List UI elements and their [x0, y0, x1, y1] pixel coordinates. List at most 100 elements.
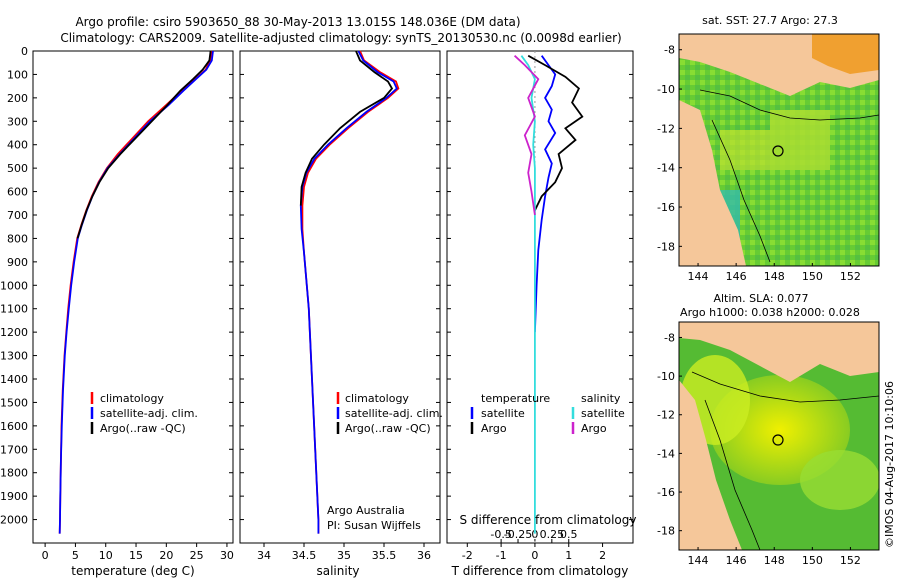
- map-x-tick-label: 144: [688, 270, 709, 283]
- map-y-tick-label: -14: [657, 162, 675, 175]
- series-argo-raw-qc-: [299, 50, 394, 206]
- map-y-tick-label: -16: [657, 486, 675, 499]
- map-y-tick-label: -12: [657, 122, 675, 135]
- map-x-tick-label: 150: [802, 270, 823, 283]
- map-top-land-australia: [679, 100, 746, 266]
- depth-tick-label: 800: [7, 232, 28, 245]
- header-line-1: Argo profile: csiro 5903650_88 30-May-20…: [75, 15, 520, 29]
- depth-tick-label: 1900: [0, 490, 28, 503]
- x-tick-label: 34: [257, 549, 271, 562]
- series-s-argo: [513, 55, 540, 216]
- legend-label: Argo(..raw -QC): [345, 422, 431, 435]
- map-top-argo-marker: [772, 145, 784, 157]
- map-bottom-contour: [704, 399, 761, 550]
- depth-tick-label: 0: [21, 45, 28, 58]
- map-top-warm-patch: [720, 130, 770, 170]
- difference-panel-frame: [446, 50, 634, 544]
- depth-tick-label: 1400: [0, 373, 28, 386]
- x-tick-label: 0: [42, 549, 49, 562]
- map-top-title: sat. SST: 27.7 Argo: 27.3: [702, 14, 838, 27]
- depth-tick-label: 1300: [0, 350, 28, 363]
- x-tick-label: 30: [220, 549, 234, 562]
- map-x-tick-label: 148: [764, 554, 785, 567]
- x-tick-label: 15: [129, 549, 143, 562]
- map-x-tick-label: 148: [764, 270, 785, 283]
- map-bottom-frame: [678, 321, 880, 551]
- x-tick-label: 35.5: [372, 549, 397, 562]
- legend-label: satellite: [481, 407, 525, 420]
- map-top-contour: [699, 89, 879, 121]
- map-bottom-contour: [691, 371, 879, 403]
- header-line-2: Climatology: CARS2009. Satellite-adjuste…: [60, 31, 621, 45]
- map-y-tick-label: -14: [657, 447, 675, 460]
- difference-xlabel: T difference from climatology: [451, 564, 629, 578]
- depth-tick-label: 600: [7, 186, 28, 199]
- map-x-tick-label: 152: [840, 554, 861, 567]
- map-x-tick-label: 146: [726, 554, 747, 567]
- depth-tick-label: 1000: [0, 279, 28, 292]
- legend-title-salinity: salinity: [581, 392, 621, 405]
- map-top-contour: [711, 119, 771, 263]
- depth-tick-label: 1600: [0, 420, 28, 433]
- depth-tick-label: 1200: [0, 326, 28, 339]
- map-x-tick-label: 150: [802, 554, 823, 567]
- map-x-tick-label: 152: [840, 270, 861, 283]
- series-t-argo: [527, 54, 584, 211]
- depth-tick-label: 400: [7, 139, 28, 152]
- depth-tick-label: 100: [7, 68, 28, 81]
- depth-tick-label: 2000: [0, 514, 28, 527]
- x-tick-label: 0: [531, 549, 538, 562]
- map-y-tick-label: -18: [657, 525, 675, 538]
- map-bottom-sla: [679, 322, 879, 550]
- temperature-panel-frame: [32, 50, 234, 544]
- series-satellite-adj-clim-: [58, 50, 214, 534]
- map-bottom-high-sla: [800, 450, 879, 510]
- x-tick-label: 36: [417, 549, 431, 562]
- temperature-xlabel: temperature (deg C): [71, 564, 194, 578]
- depth-axis: 0 100 200 300 400 500 600 700 800 900 1000 1100 1200…: [0, 45, 633, 527]
- map-y-tick-label: -8: [664, 331, 675, 344]
- salinity-xlabel: salinity: [316, 564, 359, 578]
- map-y-tick-label: -16: [657, 201, 675, 214]
- x-tick-label: 1: [565, 549, 572, 562]
- difference-x-axis: -2 -1 0 1 2: [462, 543, 606, 562]
- x2-tick-label: -0.25: [504, 528, 532, 541]
- difference-legend: temperature salinity satellite Argo sate…: [470, 392, 625, 435]
- legend-label: Argo: [481, 422, 507, 435]
- imos-credit: ©IMOS 04-Aug-2017 10:10:06: [883, 381, 896, 548]
- x-tick-label: -1: [496, 549, 507, 562]
- map-bottom-land-png: [679, 322, 879, 382]
- map-top-frame: [678, 33, 880, 267]
- depth-tick-label: 300: [7, 115, 28, 128]
- series-climatology: [301, 50, 400, 534]
- legend-label: satellite-adj. clim.: [100, 407, 198, 420]
- map-y-tick-label: -12: [657, 409, 675, 422]
- map-y-tick-label: -10: [657, 83, 675, 96]
- legend-title-temperature: temperature: [481, 392, 550, 405]
- x2-tick-label: 0: [531, 528, 538, 541]
- x-tick-label: 25: [190, 549, 204, 562]
- x-tick-label: 2: [599, 549, 606, 562]
- series-satellite-adj-clim-: [299, 50, 398, 534]
- map-top-axes: 144 146 148 150 152 -8 -10 -12 -14 -16 -18: [657, 44, 861, 283]
- credit-argo-australia: Argo Australia: [327, 504, 405, 517]
- series-climatology: [58, 50, 213, 534]
- x2-tick-label: -0.5: [490, 528, 511, 541]
- map-bottom-title-2: Argo h1000: 0.038 h2000: 0.028: [680, 306, 860, 319]
- salinity-series: [299, 50, 400, 534]
- depth-tick-label: 900: [7, 256, 28, 269]
- credit-pi: PI: Susan Wijffels: [327, 519, 421, 532]
- map-bottom-argo-marker: [772, 434, 784, 446]
- x-tick-label: -2: [462, 549, 473, 562]
- x-tick-label: 34.5: [292, 549, 317, 562]
- x-tick-label: 5: [72, 549, 79, 562]
- map-top-sst: [679, 34, 879, 266]
- legend-label: climatology: [100, 392, 164, 405]
- salinity-panel-frame: [239, 50, 441, 544]
- x-tick-label: 35: [337, 549, 351, 562]
- difference-x2label: S difference from climatology: [460, 513, 637, 527]
- difference-series: [513, 54, 584, 534]
- salinity-x-axis: 34 34.5 35 35.5 36: [257, 543, 431, 562]
- map-y-tick-label: -18: [657, 240, 675, 253]
